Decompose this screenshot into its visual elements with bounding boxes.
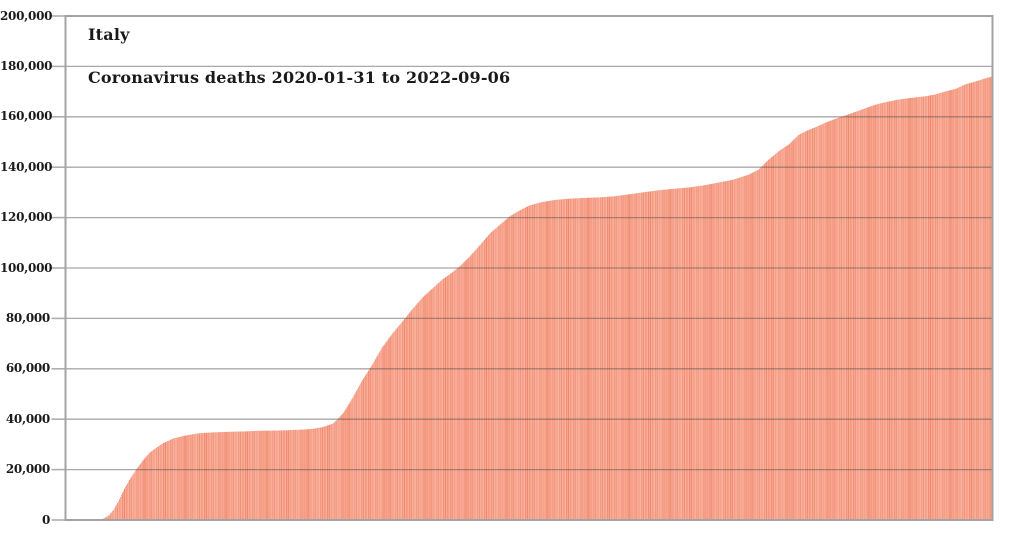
- y-tick-label: 20,000: [5, 462, 50, 477]
- chart-title: Italy: [88, 25, 130, 44]
- y-tick-label: 160,000: [0, 109, 53, 124]
- y-tick-label: 80,000: [5, 310, 50, 325]
- y-tick-label: 40,000: [5, 411, 50, 426]
- y-tick-label: 100,000: [0, 260, 53, 275]
- y-tick-label: 0: [41, 512, 50, 527]
- y-tick-label: 200,000: [0, 8, 53, 23]
- y-tick-label: 60,000: [5, 361, 50, 376]
- chart-subtitle: Coronavirus deaths 2020-01-31 to 2022-09…: [88, 68, 511, 87]
- y-axis: 200,000 180,000 160,000 140,000 120,000 …: [0, 0, 53, 538]
- y-tick-label: 180,000: [0, 58, 53, 73]
- y-tick-label: 120,000: [0, 210, 53, 225]
- y-tick-label: 140,000: [0, 159, 53, 174]
